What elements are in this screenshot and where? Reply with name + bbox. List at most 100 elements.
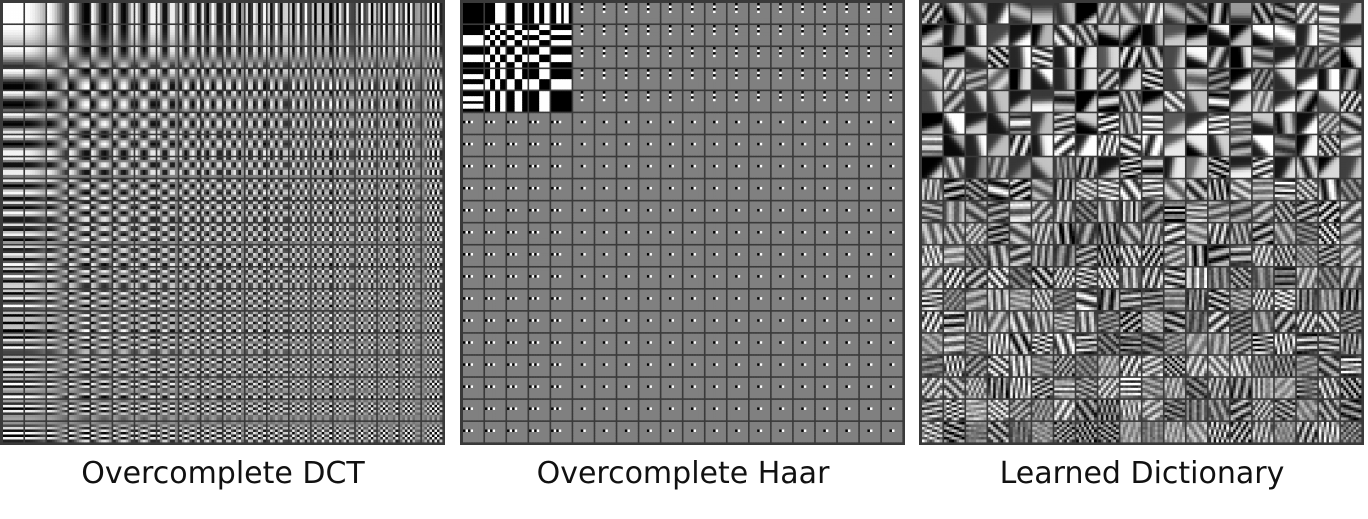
dictionary-atom (1209, 3, 1229, 23)
dictionary-atom (838, 47, 858, 67)
dictionary-atom (1253, 422, 1273, 442)
dictionary-atom (312, 290, 332, 310)
dictionary-atom (529, 69, 549, 89)
dictionary-atom (1165, 135, 1185, 155)
dictionary-atom (750, 135, 770, 155)
dictionary-atom (728, 135, 748, 155)
dictionary-atom (661, 356, 681, 376)
dictionary-atom (290, 400, 310, 420)
dictionary-atom (966, 378, 986, 398)
dictionary-atom (69, 290, 89, 310)
dictionary-atom (772, 290, 792, 310)
dictionary-atom (1231, 246, 1251, 266)
dictionary-atom (1319, 201, 1339, 221)
dictionary-atom (334, 201, 354, 221)
dictionary-atom (91, 290, 111, 310)
dictionary-atom (378, 378, 398, 398)
dictionary-atom (1098, 268, 1118, 288)
dictionary-atom (1098, 201, 1118, 221)
dictionary-atom (290, 179, 310, 199)
dictionary-atom (860, 400, 880, 420)
dictionary-atom (794, 3, 814, 23)
dictionary-atom (356, 312, 376, 332)
dictionary-atom (684, 47, 704, 67)
dictionary-atom (356, 246, 376, 266)
dictionary-atom (944, 47, 964, 67)
dictionary-atom (728, 47, 748, 67)
dictionary-atom (378, 356, 398, 376)
dictionary-atom (1231, 400, 1251, 420)
dictionary-atom (595, 400, 615, 420)
dictionary-atom (113, 268, 133, 288)
dictionary-atom (334, 312, 354, 332)
dictionary-atom (639, 25, 659, 45)
dictionary-atom (1054, 3, 1074, 23)
dictionary-atom (617, 378, 637, 398)
dictionary-atom (290, 201, 310, 221)
dictionary-atom (179, 179, 199, 199)
dictionary-atom (69, 334, 89, 354)
dictionary-atom (595, 378, 615, 398)
dictionary-atom (268, 268, 288, 288)
dictionary-atom (201, 378, 221, 398)
dictionary-atom (334, 334, 354, 354)
dictionary-atom (529, 422, 549, 442)
dictionary-atom (290, 312, 310, 332)
dictionary-atom (595, 69, 615, 89)
dictionary-atom (1297, 179, 1317, 199)
dictionary-atom (1231, 290, 1251, 310)
dictionary-atom (25, 246, 45, 266)
dictionary-atom (551, 91, 571, 111)
dictionary-atom (422, 268, 442, 288)
dictionary-atom (639, 290, 659, 310)
dictionary-atom (1165, 3, 1185, 23)
dictionary-atom (988, 312, 1008, 332)
dictionary-atom (1098, 113, 1118, 133)
dictionary-atom (1032, 135, 1052, 155)
dictionary-atom (772, 135, 792, 155)
dictionary-atom (595, 135, 615, 155)
dictionary-atom (1341, 179, 1361, 199)
dictionary-atom (378, 201, 398, 221)
dictionary-atom (1143, 3, 1163, 23)
dictionary-atom (400, 25, 420, 45)
dictionary-atom (224, 135, 244, 155)
dictionary-atom (529, 224, 549, 244)
dictionary-atom (860, 422, 880, 442)
dictionary-atom (1054, 25, 1074, 45)
dictionary-atom (816, 47, 836, 67)
dictionary-atom (750, 312, 770, 332)
dictionary-atom (772, 378, 792, 398)
dictionary-atom (400, 179, 420, 199)
dictionary-atom (400, 312, 420, 332)
dictionary-atom (816, 356, 836, 376)
dictionary-atom (91, 47, 111, 67)
dictionary-atom (3, 179, 23, 199)
dictionary-atom (1187, 334, 1207, 354)
dictionary-atom (157, 25, 177, 45)
dictionary-atom (706, 224, 726, 244)
dictionary-atom (356, 3, 376, 23)
dictionary-atom (838, 157, 858, 177)
dictionary-atom (529, 290, 549, 310)
dictionary-atom (3, 25, 23, 45)
dictionary-atom (684, 3, 704, 23)
dictionary-atom (639, 246, 659, 266)
dictionary-atom (882, 224, 902, 244)
dictionary-atom (794, 246, 814, 266)
dictionary-atom (157, 422, 177, 442)
dictionary-atom (706, 3, 726, 23)
dictionary-atom (25, 356, 45, 376)
dictionary-atom (113, 334, 133, 354)
dictionary-atom (135, 179, 155, 199)
dictionary-atom (268, 179, 288, 199)
dictionary-atom (838, 378, 858, 398)
dictionary-atom (794, 378, 814, 398)
dictionary-atom (1010, 25, 1030, 45)
dictionary-atom (639, 113, 659, 133)
dictionary-atom (135, 69, 155, 89)
dictionary-atom (1032, 400, 1052, 420)
dictionary-atom (69, 157, 89, 177)
dictionary-atom (617, 91, 637, 111)
dictionary-atom (772, 3, 792, 23)
